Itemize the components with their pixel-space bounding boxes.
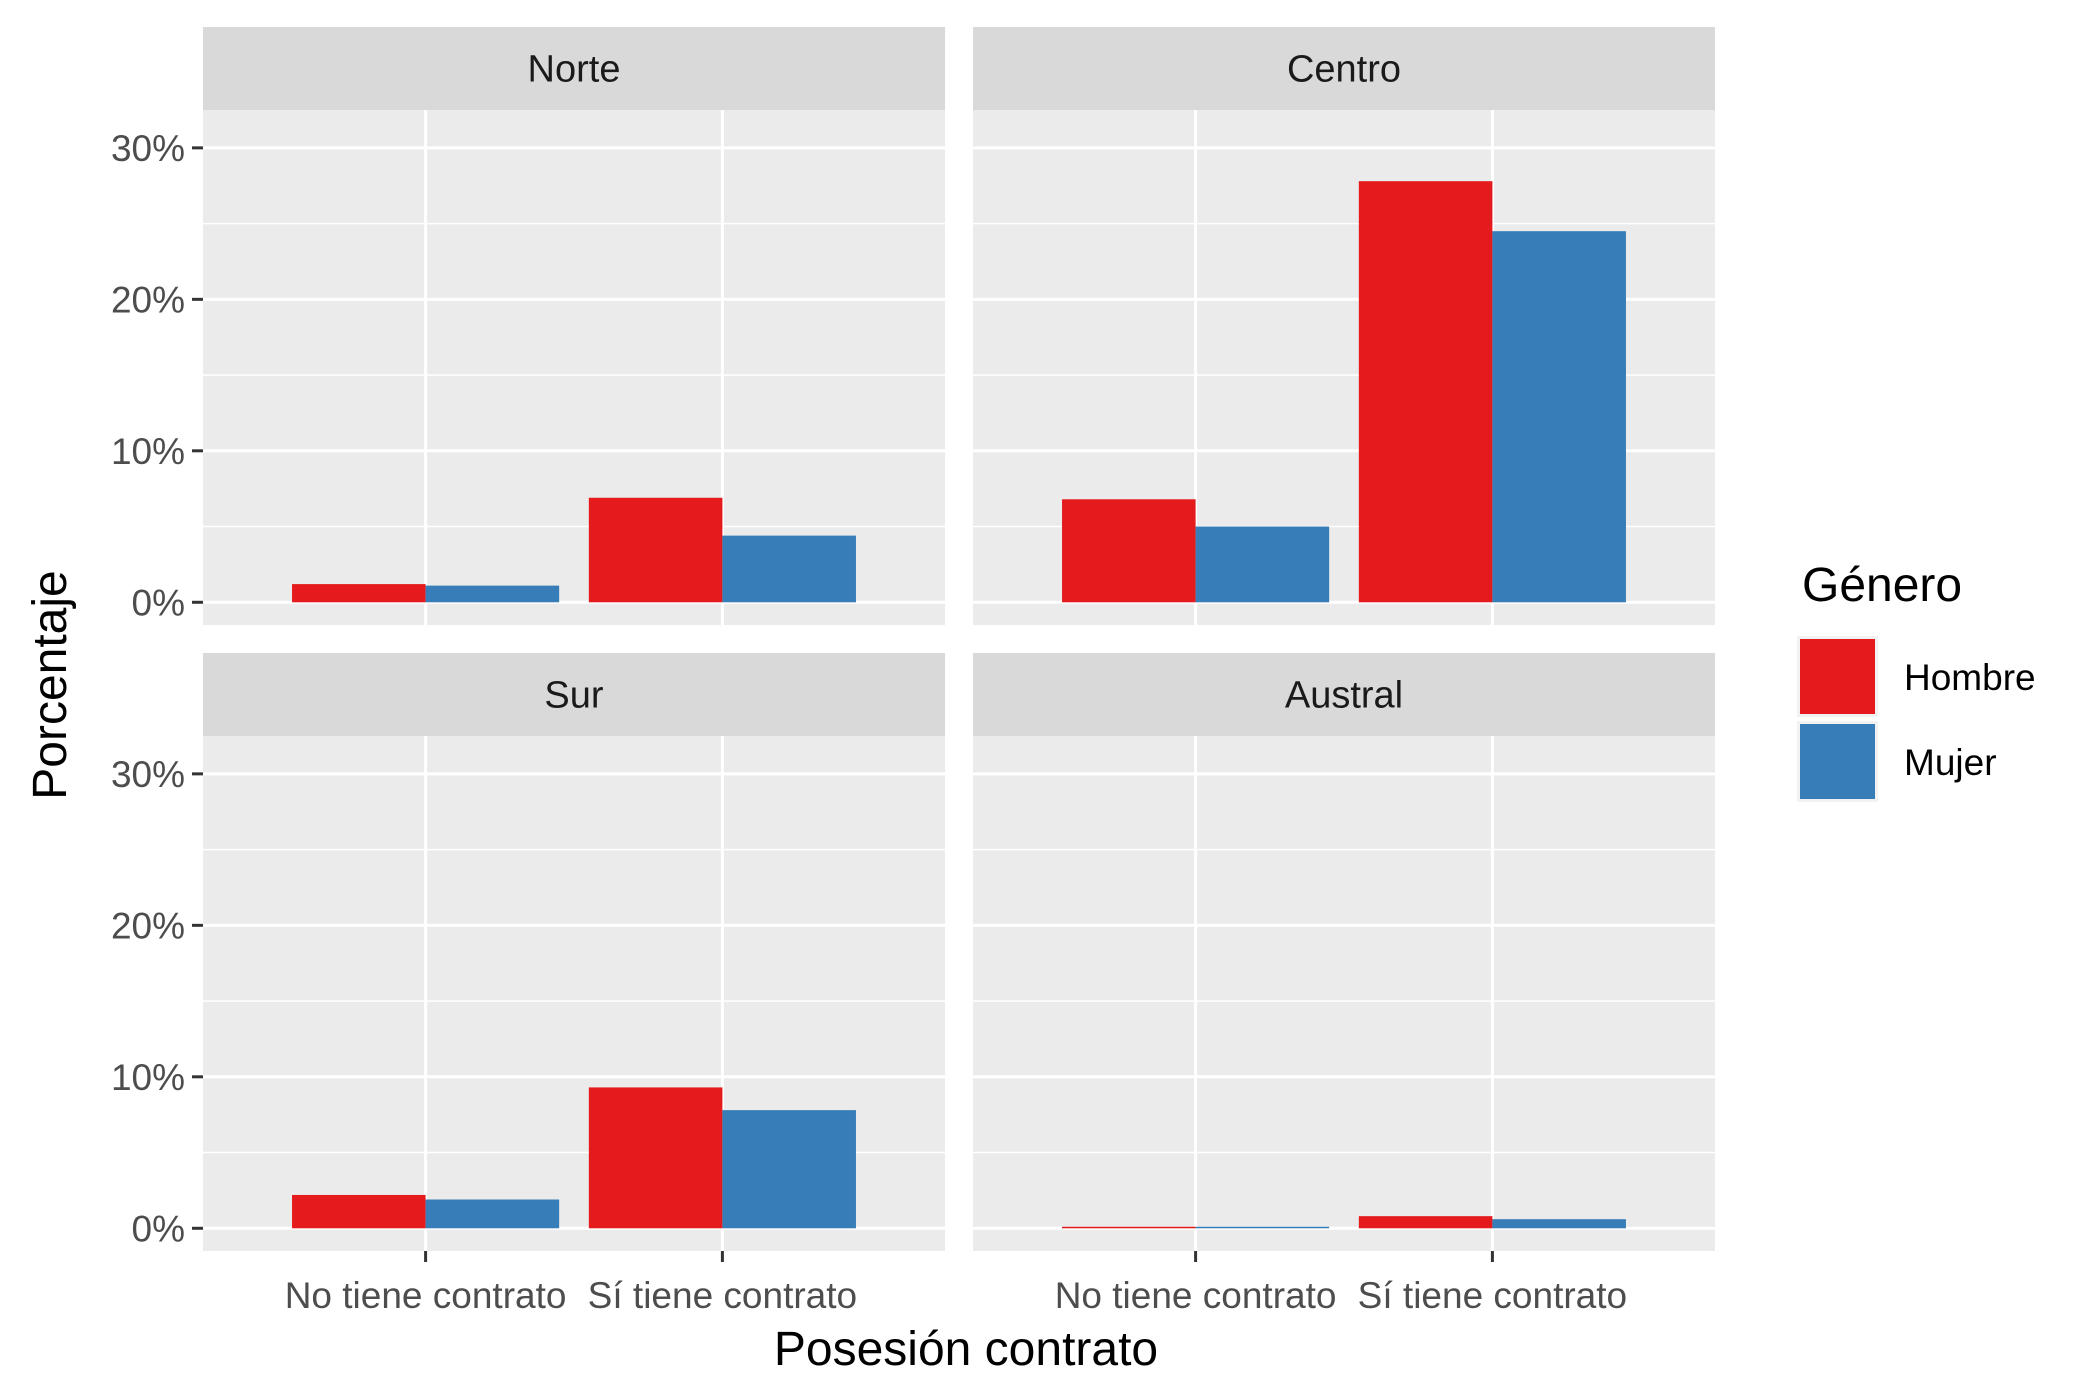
- bar-mujer: [1492, 1219, 1626, 1229]
- y-tick-label: 10%: [111, 431, 185, 472]
- panel-background: [973, 736, 1715, 1251]
- bar-mujer: [425, 1199, 560, 1229]
- y-tick-label: 20%: [111, 279, 185, 320]
- bar-hombre: [1358, 181, 1493, 603]
- legend: Género Hombre Mujer: [1797, 559, 2036, 802]
- bar-hombre: [292, 584, 426, 603]
- y-tick-label: 20%: [111, 905, 185, 946]
- facet-strip: [203, 27, 945, 110]
- x-tick-label: No tiene contrato: [1055, 1275, 1337, 1316]
- bar-hombre: [292, 1194, 426, 1229]
- bar-hombre: [588, 1087, 723, 1229]
- facet-panel: Austral: [973, 653, 1715, 1251]
- legend-title: Género: [1802, 559, 1962, 612]
- y-tick-label: 30%: [111, 128, 185, 169]
- facet-title: Norte: [528, 49, 621, 91]
- legend-key-mujer: [1800, 724, 1875, 799]
- facet-panel: Norte 0% 10% 20% 30%: [111, 27, 945, 625]
- y-tick-label: 0%: [132, 582, 185, 623]
- legend-label: Hombre: [1904, 657, 2036, 698]
- x-tick-label: Sí tiene contrato: [588, 1275, 857, 1316]
- y-axis-title: Porcentaje: [24, 570, 77, 799]
- bar-hombre: [1062, 1226, 1196, 1229]
- y-tick-label: 0%: [132, 1208, 185, 1249]
- bar-hombre: [1062, 499, 1196, 603]
- y-tick-label: 30%: [111, 754, 185, 795]
- bar-mujer: [1195, 526, 1330, 603]
- facet-panel: Sur 0% 10% 20% 30%: [111, 653, 945, 1251]
- x-tick-label: No tiene contrato: [285, 1275, 567, 1316]
- facet-strip: [973, 27, 1715, 110]
- y-tick-label: 10%: [111, 1057, 185, 1098]
- facet-title: Sur: [544, 675, 603, 717]
- x-axis-title: Posesión contrato: [774, 1323, 1158, 1376]
- legend-label: Mujer: [1904, 742, 1997, 783]
- facet-strip: [203, 653, 945, 736]
- chart-panels: Norte 0% 10% 20% 30% Centro Sur 0% 10% 20% 30% Aust…: [111, 27, 1715, 1251]
- bar-hombre: [588, 497, 723, 603]
- x-axis-ticks: No tiene contrato Sí tiene contrato No tie…: [285, 1251, 1627, 1316]
- legend-key-hombre: [1800, 639, 1875, 714]
- bar-mujer: [1492, 231, 1626, 603]
- facet-strip: [973, 653, 1715, 736]
- bar-mujer: [1195, 1226, 1330, 1229]
- bar-hombre: [1358, 1216, 1493, 1229]
- x-tick-label: Sí tiene contrato: [1358, 1275, 1627, 1316]
- facet-title: Austral: [1285, 675, 1403, 717]
- facet-panel: Centro: [973, 27, 1715, 625]
- bar-mujer: [425, 585, 560, 603]
- facet-title: Centro: [1287, 49, 1401, 91]
- bar-mujer: [722, 1110, 856, 1229]
- bar-mujer: [722, 535, 856, 603]
